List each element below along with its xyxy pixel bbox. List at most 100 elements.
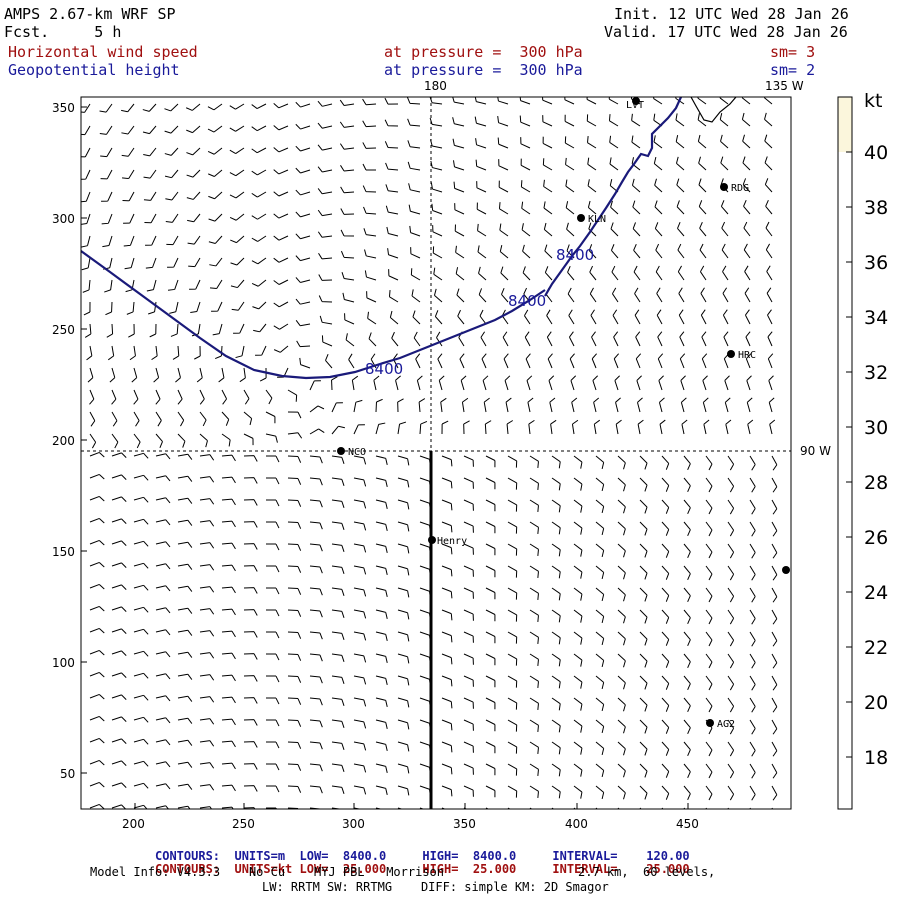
wind-barb	[331, 425, 345, 435]
wind-barb	[353, 763, 367, 773]
y-axis: 350 300 250 200 150 100 50	[52, 101, 87, 781]
meridian-90w-label: 90 W	[800, 444, 831, 458]
wind-barb	[131, 367, 138, 383]
wind-barb	[727, 609, 735, 625]
wind-barb	[475, 138, 487, 149]
x-axis: 200 250 300 350 400 450	[122, 803, 699, 831]
wind-barb	[742, 134, 751, 149]
y-tick-label: 150	[52, 545, 75, 559]
station-hrc: HRC	[727, 350, 756, 361]
wind-barb	[143, 191, 157, 201]
wind-barb	[741, 112, 751, 127]
wind-barb	[610, 200, 619, 215]
wind-barb	[164, 125, 179, 134]
wind-barb	[89, 605, 105, 612]
wind-barb	[702, 397, 709, 413]
wind-barb	[155, 541, 171, 548]
wind-barb	[771, 785, 778, 801]
wind-barb	[589, 287, 597, 303]
field2-name: Geopotential height	[8, 61, 180, 79]
wind-barb	[169, 301, 179, 314]
wind-barb	[397, 421, 407, 435]
wind-barb	[199, 608, 215, 615]
wind-barb	[384, 119, 399, 127]
wind-barb	[683, 763, 691, 779]
wind-barb	[639, 543, 648, 558]
wind-barb	[485, 477, 496, 490]
wind-barb	[613, 353, 620, 369]
wind-barb	[243, 543, 258, 550]
wind-barb	[683, 719, 691, 735]
wind-barb	[194, 345, 201, 360]
wind-barb	[89, 627, 105, 634]
wind-barb	[221, 389, 228, 405]
wind-barb	[287, 389, 298, 402]
wind-barb	[133, 760, 149, 767]
wind-barb	[144, 213, 157, 224]
wind-barb	[595, 477, 605, 492]
wind-barb	[309, 675, 323, 684]
wind-barb	[218, 367, 225, 383]
wind-barb	[153, 367, 160, 383]
wind-barb	[507, 763, 518, 776]
wind-barb	[480, 331, 487, 347]
wind-barb	[661, 697, 670, 712]
wind-barb	[612, 287, 619, 303]
wind-barb	[705, 587, 713, 603]
wind-barb	[529, 521, 539, 535]
wind-barb	[485, 785, 496, 798]
wind-barb	[353, 785, 367, 795]
wind-barb	[397, 521, 410, 532]
wind-barb	[397, 609, 410, 620]
wind-barb	[133, 474, 149, 481]
wind-barb	[177, 541, 193, 548]
wind-barb	[111, 433, 119, 449]
wind-barb	[287, 609, 302, 617]
wind-barb	[463, 477, 474, 489]
wind-barb	[265, 521, 280, 529]
wind-barb	[524, 309, 531, 325]
wind-barb	[543, 222, 553, 237]
wind-barb	[679, 353, 686, 369]
wind-barb	[397, 631, 410, 642]
wind-barb	[177, 695, 193, 702]
wind-barb	[340, 165, 355, 172]
contour-label-2: CONTOURS:	[155, 862, 221, 876]
wind-barb	[375, 719, 388, 729]
x-tick-label: 400	[565, 817, 588, 831]
wind-barb	[89, 583, 105, 590]
wind-barb	[221, 476, 236, 484]
wind-barb	[456, 288, 465, 303]
wind-barb	[155, 411, 162, 427]
wind-barb	[617, 587, 626, 602]
wind-barb	[243, 411, 253, 426]
wind-barb	[586, 114, 597, 127]
wind-barb	[89, 693, 105, 700]
wind-barb	[87, 367, 94, 383]
wind-barb	[221, 630, 236, 638]
wind-barb	[122, 169, 135, 180]
wind-barb	[661, 543, 670, 558]
wind-barb	[99, 103, 113, 113]
wind-barb	[331, 587, 345, 596]
wind-barb	[397, 719, 410, 730]
wind-barb	[587, 200, 597, 215]
wind-barb	[273, 345, 289, 353]
wind-barb	[186, 169, 201, 178]
wind-barb	[705, 455, 713, 471]
wind-barb	[590, 309, 597, 325]
wind-barb	[385, 162, 399, 171]
wind-barb	[705, 477, 713, 493]
contour-info-height: CONTOURS: UNITS=m LOW= 8400.0 HIGH= 8400…	[155, 837, 690, 863]
wind-barb	[273, 323, 289, 330]
wind-barb	[453, 181, 465, 193]
wind-barb	[105, 301, 113, 316]
wind-barb	[102, 235, 113, 248]
wind-barb	[543, 201, 553, 215]
wind-barb	[353, 565, 367, 575]
wind-barbs	[81, 97, 778, 809]
wind-barb	[89, 759, 105, 766]
svg-text:AG2: AG2	[717, 719, 735, 730]
wind-barb	[375, 807, 388, 809]
wind-barb	[617, 653, 626, 668]
